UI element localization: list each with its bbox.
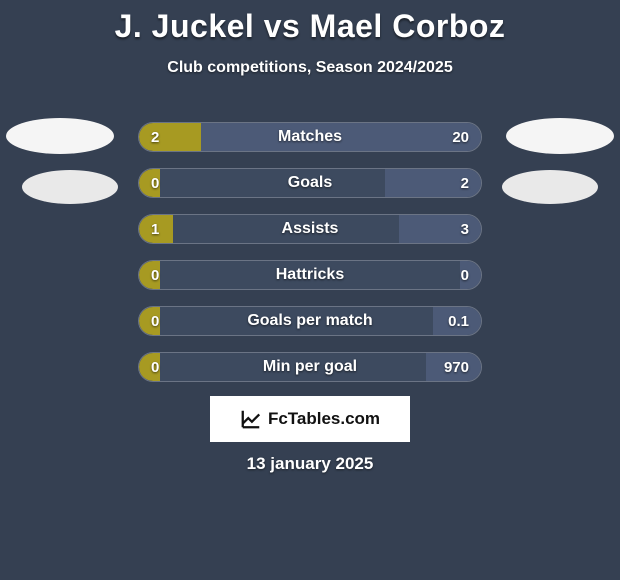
- date-text: 13 january 2025: [0, 454, 620, 474]
- stat-row: 0 Hattricks 0: [138, 260, 482, 290]
- bar-value-right: 0.1: [448, 307, 469, 335]
- bar-label: Hattricks: [139, 261, 481, 289]
- stat-row: 0 Min per goal 970: [138, 352, 482, 382]
- bar-label: Assists: [139, 215, 481, 243]
- bar-value-right: 970: [444, 353, 469, 381]
- bar-label: Goals: [139, 169, 481, 197]
- stat-row: 0 Goals 2: [138, 168, 482, 198]
- source-badge: FcTables.com: [210, 396, 410, 442]
- bar-value-right: 0: [461, 261, 469, 289]
- stat-row: 0 Goals per match 0.1: [138, 306, 482, 336]
- player-right-avatar: [506, 118, 614, 154]
- badge-text: FcTables.com: [268, 409, 380, 429]
- stat-row: 2 Matches 20: [138, 122, 482, 152]
- bar-label: Min per goal: [139, 353, 481, 381]
- chart-icon: [240, 408, 262, 430]
- stat-bars: 2 Matches 20 0 Goals 2 1 Assists 3 0 Hat…: [138, 122, 482, 398]
- stat-row: 1 Assists 3: [138, 214, 482, 244]
- player-left-avatar: [6, 118, 114, 154]
- bar-value-right: 2: [461, 169, 469, 197]
- bar-value-right: 20: [452, 123, 469, 151]
- player-left-avatar-secondary: [22, 170, 118, 204]
- page-title: J. Juckel vs Mael Corboz: [0, 0, 620, 45]
- bar-value-right: 3: [461, 215, 469, 243]
- bar-label: Goals per match: [139, 307, 481, 335]
- bar-label: Matches: [139, 123, 481, 151]
- player-right-avatar-secondary: [502, 170, 598, 204]
- subtitle: Club competitions, Season 2024/2025: [0, 59, 620, 77]
